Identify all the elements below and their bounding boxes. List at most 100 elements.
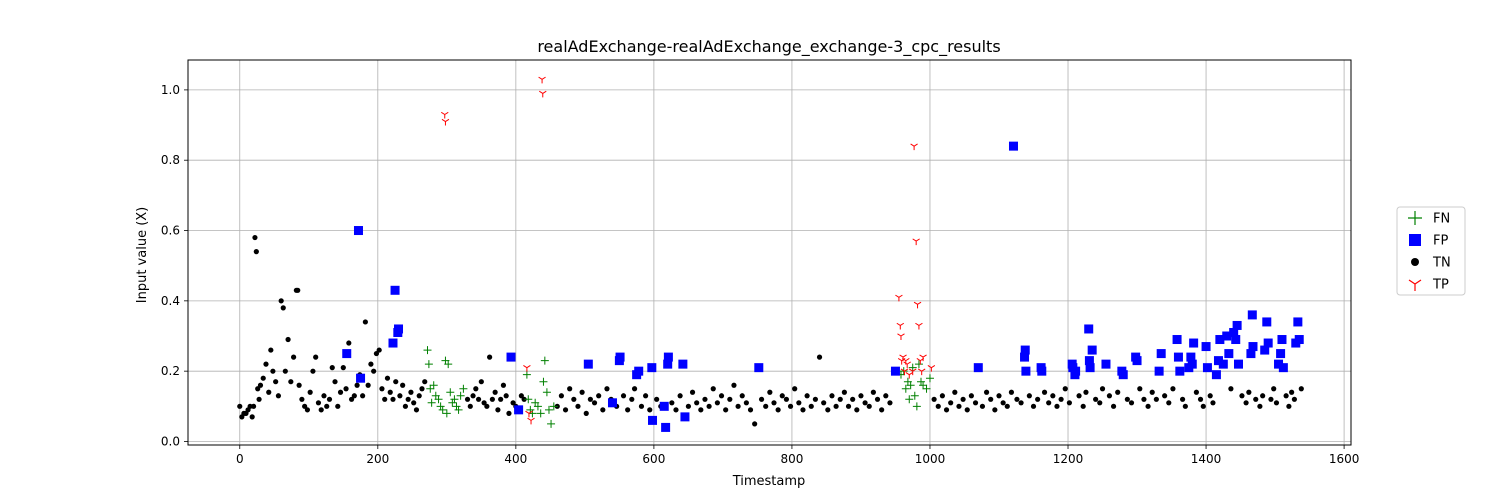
point-fp — [634, 366, 644, 376]
x-tick-label: 200 — [366, 452, 389, 466]
point-tn — [596, 393, 602, 399]
point-tn — [775, 407, 781, 413]
point-tn — [647, 407, 653, 413]
point-tp — [917, 368, 926, 376]
point-tp — [896, 322, 905, 330]
point-tp — [525, 410, 533, 418]
point-tn — [506, 410, 512, 416]
point-fn — [922, 384, 931, 393]
point-fp — [1294, 335, 1304, 345]
legend-item-fp: FP — [1409, 234, 1448, 249]
point-tn — [939, 393, 945, 399]
point-tn — [1273, 400, 1280, 406]
y-tick-label: 0.2 — [161, 364, 180, 378]
point-fn — [919, 381, 928, 390]
point-fn — [912, 402, 921, 411]
point-fp — [1175, 366, 1185, 376]
point-fn — [539, 377, 548, 386]
point-tp — [927, 365, 936, 372]
point-tp — [910, 143, 918, 151]
point-fp — [388, 338, 398, 348]
point-fp — [583, 359, 593, 369]
point-fn — [901, 384, 910, 393]
point-tn — [968, 393, 974, 399]
point-tn — [354, 382, 360, 388]
point-fn — [424, 360, 433, 369]
point-tn — [972, 400, 979, 406]
point-tn — [470, 393, 476, 399]
point-fp — [1187, 359, 1197, 369]
point-tn — [500, 382, 507, 388]
point-tn — [302, 403, 308, 409]
legend-marker — [1409, 234, 1421, 246]
point-fp — [1213, 356, 1223, 366]
point-tp — [538, 76, 546, 84]
point-tn — [1141, 396, 1147, 402]
point-tn — [379, 386, 385, 392]
point-tn — [1260, 393, 1266, 399]
point-fn — [524, 395, 533, 404]
point-tn — [275, 393, 282, 399]
point-tn — [365, 382, 371, 388]
y-tick-label: 0.0 — [161, 434, 180, 448]
point-tn — [1291, 396, 1298, 402]
point-tn — [771, 400, 777, 406]
point-fn — [442, 409, 451, 418]
point-tp — [915, 322, 923, 330]
point-tn — [1286, 403, 1292, 409]
point-tn — [763, 403, 769, 409]
x-tick-label: 1600 — [1329, 452, 1360, 466]
point-tn — [862, 400, 868, 406]
point-tn — [1004, 403, 1010, 409]
point-fp — [1231, 335, 1241, 345]
point-tp — [441, 118, 450, 126]
point-fn — [914, 360, 923, 369]
point-tn — [874, 396, 881, 402]
point-tn — [858, 393, 864, 399]
point-tn — [1080, 403, 1086, 409]
legend-item-fn: FN — [1408, 211, 1450, 227]
point-tp — [440, 111, 449, 119]
point-fp — [890, 366, 900, 376]
point-tn — [796, 400, 802, 406]
point-tn — [1193, 389, 1199, 395]
point-tn — [870, 389, 876, 395]
x-tick-label: 1000 — [915, 452, 946, 466]
point-tn — [503, 393, 509, 399]
point-tn — [845, 403, 852, 409]
point-fp — [1037, 366, 1047, 376]
point-tn — [1162, 393, 1168, 399]
point-tn — [291, 354, 297, 360]
point-tn — [800, 407, 806, 413]
point-tn — [816, 354, 823, 360]
point-tn — [1179, 396, 1186, 402]
point-fp — [1222, 331, 1232, 341]
point-fn — [536, 409, 545, 418]
point-fn — [925, 374, 934, 383]
point-tn — [1207, 393, 1213, 399]
point-fn — [434, 395, 443, 404]
point-fp — [648, 415, 658, 425]
x-tick-label: 800 — [780, 452, 803, 466]
point-fp — [659, 401, 669, 411]
point-tn — [575, 403, 581, 409]
point-tn — [960, 396, 966, 402]
series-tp — [440, 76, 936, 425]
point-tp — [919, 354, 927, 362]
point-tn — [752, 421, 758, 427]
point-fp — [663, 352, 673, 362]
point-tn — [698, 407, 704, 413]
point-fp — [754, 363, 764, 373]
point-tn — [475, 396, 482, 402]
point-tn — [631, 386, 638, 392]
x-axis-label: Timestamp — [732, 474, 806, 489]
legend-box — [1396, 206, 1466, 296]
point-tn — [567, 386, 573, 392]
point-tn — [478, 379, 484, 385]
point-tn — [731, 382, 737, 388]
point-tn — [321, 393, 327, 399]
point-fp — [1021, 366, 1031, 376]
point-fp — [1229, 327, 1239, 337]
point-tn — [1018, 400, 1024, 406]
y-tick-label: 0.4 — [161, 294, 180, 308]
